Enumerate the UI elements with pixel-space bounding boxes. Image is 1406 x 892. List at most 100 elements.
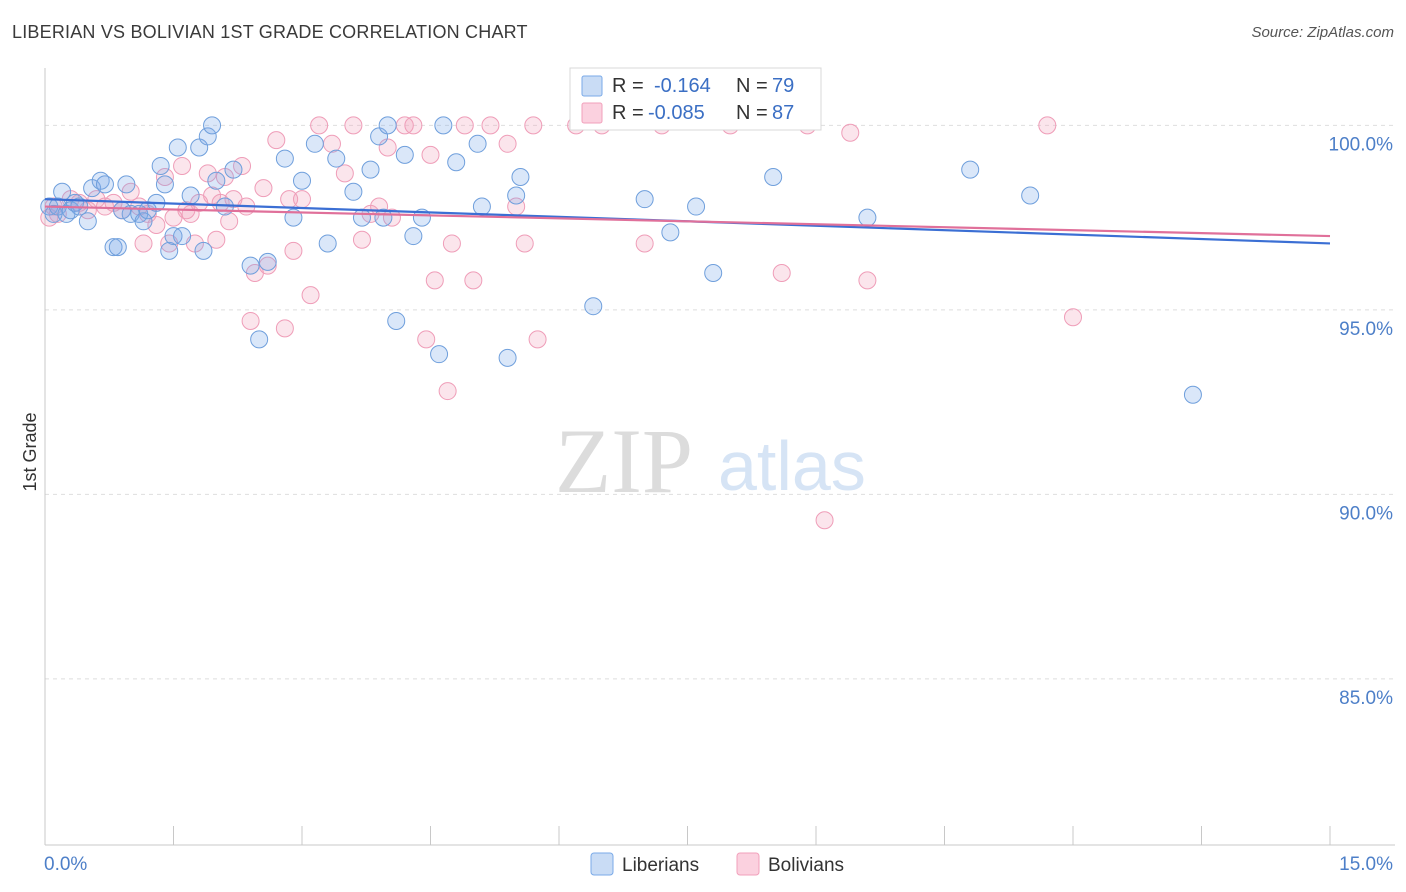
liberians-legend-label: Liberians	[622, 855, 699, 876]
bolivians-point	[417, 330, 436, 349]
bolivians-point	[635, 234, 654, 253]
trend-lines	[44, 198, 1331, 245]
liberians-point	[764, 168, 783, 187]
liberians-point	[224, 160, 243, 179]
bolivians-legend-label: Bolivians	[768, 855, 844, 876]
liberians-point	[78, 212, 97, 231]
bolivians-r-value: -0.085	[648, 102, 705, 124]
bolivians-point	[293, 190, 311, 209]
watermark-zip: ZIP	[555, 410, 693, 512]
liberians-point	[134, 212, 153, 231]
bolivians-point	[455, 116, 474, 135]
y-tick-label: 95.0%	[1339, 319, 1393, 340]
liberians-point	[961, 160, 980, 179]
bolivians-point	[220, 212, 239, 231]
liberians-point	[361, 160, 380, 179]
bolivians-r-label: R =	[612, 102, 644, 124]
liberians-point	[117, 175, 136, 194]
bolivians-point	[275, 319, 294, 338]
bolivians-point	[841, 123, 860, 142]
liberians-point	[160, 241, 179, 260]
x-tick-label-start: 0.0%	[44, 854, 87, 875]
bolivians-point	[421, 145, 440, 164]
liberians-point	[507, 186, 526, 205]
liberians-point	[704, 263, 723, 282]
liberians-point	[395, 145, 414, 164]
bolivians-point	[481, 116, 500, 135]
liberians-point	[293, 171, 311, 190]
y-tick-label: 90.0%	[1339, 503, 1393, 524]
bolivians-point	[425, 271, 444, 290]
liberians-point	[468, 134, 487, 153]
y-tick-label: 100.0%	[1329, 134, 1394, 155]
bolivians-point	[772, 263, 791, 282]
liberians-r-value: -0.164	[654, 75, 711, 97]
liberians-point	[275, 149, 294, 168]
bolivians-point	[858, 271, 877, 290]
liberians-point	[173, 227, 192, 246]
liberians-point	[318, 234, 337, 253]
liberians-point	[447, 153, 466, 172]
bolivians-point	[815, 511, 834, 530]
bolivians-n-value: 87	[772, 102, 794, 124]
liberians-point	[858, 208, 877, 227]
liberians-point	[1021, 186, 1040, 205]
liberians-point	[635, 190, 654, 209]
bolivians-point	[155, 168, 174, 187]
x-tick-label-end: 15.0%	[1339, 854, 1393, 875]
liberians-point	[305, 134, 324, 153]
bolivians-point	[301, 286, 320, 305]
bolivians-point	[241, 311, 260, 330]
bolivians-point	[1038, 116, 1057, 135]
liberians-point	[387, 311, 406, 330]
bolivians-point	[442, 234, 461, 253]
liberians-point	[155, 175, 174, 194]
bolivians-point	[344, 116, 363, 135]
liberians-point	[104, 238, 123, 257]
liberians-point	[203, 116, 222, 135]
liberians-r-label: R =	[612, 75, 644, 97]
liberians-point	[687, 197, 706, 216]
bolivians-point	[404, 116, 423, 135]
bolivians-point	[310, 116, 329, 135]
liberians-point	[352, 208, 371, 227]
liberians-point	[95, 175, 114, 194]
axes: 85.0% 90.0% 95.0% 100.0% 0.0% 15.0%	[44, 68, 1395, 875]
bolivians-point	[464, 271, 483, 290]
liberians-points	[40, 116, 1202, 404]
bolivians-swatch	[736, 852, 760, 876]
chart-title: LIBERIAN VS BOLIVIAN 1ST GRADE CORRELATI…	[12, 22, 528, 42]
liberians-point	[378, 116, 397, 135]
liberians-point	[151, 156, 170, 175]
bolivians-n-label: N =	[736, 102, 768, 124]
liberians-point	[241, 256, 260, 275]
liberians-n-label: N =	[736, 75, 768, 97]
y-tick-label: 85.0%	[1339, 688, 1393, 709]
bolivians-point	[1064, 308, 1082, 327]
liberians-point	[661, 223, 680, 242]
liberians-point	[511, 168, 530, 187]
bolivians-point	[284, 241, 303, 260]
bolivians-point	[173, 156, 192, 175]
liberians-point	[404, 227, 423, 246]
bolivians-point	[438, 382, 457, 401]
liberians-n-value: 79	[772, 75, 794, 97]
series-legend: Liberians Bolivians	[590, 852, 844, 876]
liberians-point	[168, 138, 187, 157]
liberians-point	[472, 197, 491, 216]
bolivians-point	[515, 234, 534, 253]
liberians-point	[194, 241, 213, 260]
bolivians-point	[524, 116, 543, 135]
liberians-legend-swatch	[581, 75, 603, 97]
source-credit: Source: ZipAtlas.com	[1251, 24, 1394, 41]
bolivians-point	[352, 230, 371, 249]
liberians-point	[1183, 385, 1202, 404]
stats-legend: R = -0.164 N = 79 R = -0.085 N = 87	[569, 67, 822, 131]
legend-box	[569, 67, 822, 131]
bolivians-legend-swatch	[581, 102, 603, 124]
bolivians-point	[267, 131, 286, 150]
liberians-point	[498, 348, 517, 367]
liberians-point	[181, 186, 200, 205]
liberians-point	[434, 116, 453, 135]
